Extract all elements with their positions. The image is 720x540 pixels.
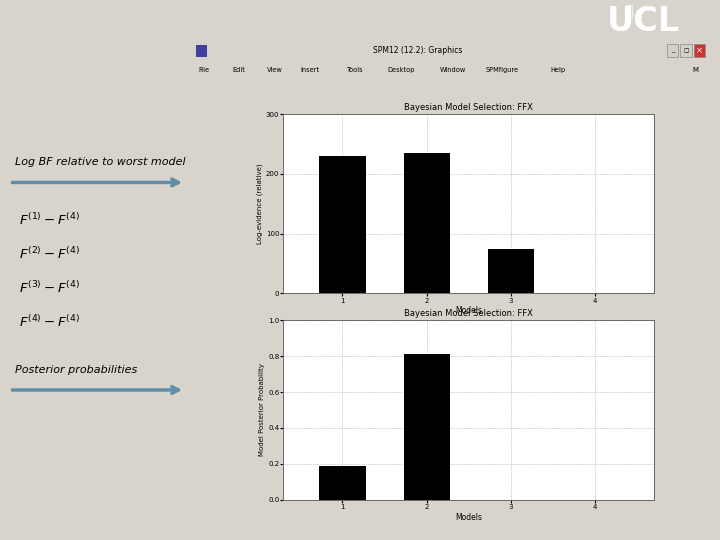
Text: Log BF relative to worst model: Log BF relative to worst model	[15, 158, 186, 167]
Title: Bayesian Model Selection: FFX: Bayesian Model Selection: FFX	[405, 103, 534, 112]
Text: $F^{(1)} - F^{(4)}$: $F^{(1)} - F^{(4)}$	[19, 212, 80, 228]
Text: Posterior probabilities: Posterior probabilities	[15, 365, 138, 375]
Text: File: File	[199, 66, 210, 73]
Text: Insert: Insert	[300, 66, 320, 73]
Y-axis label: Log-evidence (relative): Log-evidence (relative)	[256, 164, 263, 244]
X-axis label: Models: Models	[455, 512, 482, 522]
Text: SPM12 (12.2): Graphics: SPM12 (12.2): Graphics	[373, 46, 462, 55]
Title: Bayesian Model Selection: FFX: Bayesian Model Selection: FFX	[405, 309, 534, 318]
Bar	[667, 44, 678, 57]
FancyArrowPatch shape	[12, 387, 179, 393]
Text: ⛪: ⛪	[624, 4, 633, 18]
Bar	[487, 248, 534, 293]
Bar	[319, 465, 366, 500]
Bar	[403, 153, 450, 293]
Bar	[403, 354, 450, 500]
Text: Tools: Tools	[347, 66, 364, 73]
Y-axis label: Model Posterior Probability: Model Posterior Probability	[259, 363, 265, 456]
Text: M: M	[692, 66, 698, 73]
Text: Desktop: Desktop	[387, 66, 415, 73]
FancyArrowPatch shape	[12, 179, 179, 186]
Text: $F^{(3)} - F^{(4)}$: $F^{(3)} - F^{(4)}$	[19, 280, 80, 296]
Bar	[319, 156, 366, 293]
Text: Edit: Edit	[233, 66, 246, 73]
Text: ×: ×	[696, 46, 703, 55]
Text: UCL: UCL	[607, 5, 680, 38]
Text: SPMfigure: SPMfigure	[486, 66, 519, 73]
Text: $F^{(2)} - F^{(4)}$: $F^{(2)} - F^{(4)}$	[19, 246, 80, 262]
Text: Window: Window	[439, 66, 466, 73]
Bar	[680, 44, 692, 57]
Text: $F^{(4)} - F^{(4)}$: $F^{(4)} - F^{(4)}$	[19, 314, 80, 330]
Text: _: _	[671, 48, 675, 53]
Bar	[196, 45, 207, 57]
X-axis label: Models: Models	[455, 306, 482, 315]
Text: View: View	[266, 66, 282, 73]
Text: Help: Help	[551, 66, 566, 73]
Bar	[694, 44, 705, 57]
Text: □: □	[683, 48, 688, 53]
